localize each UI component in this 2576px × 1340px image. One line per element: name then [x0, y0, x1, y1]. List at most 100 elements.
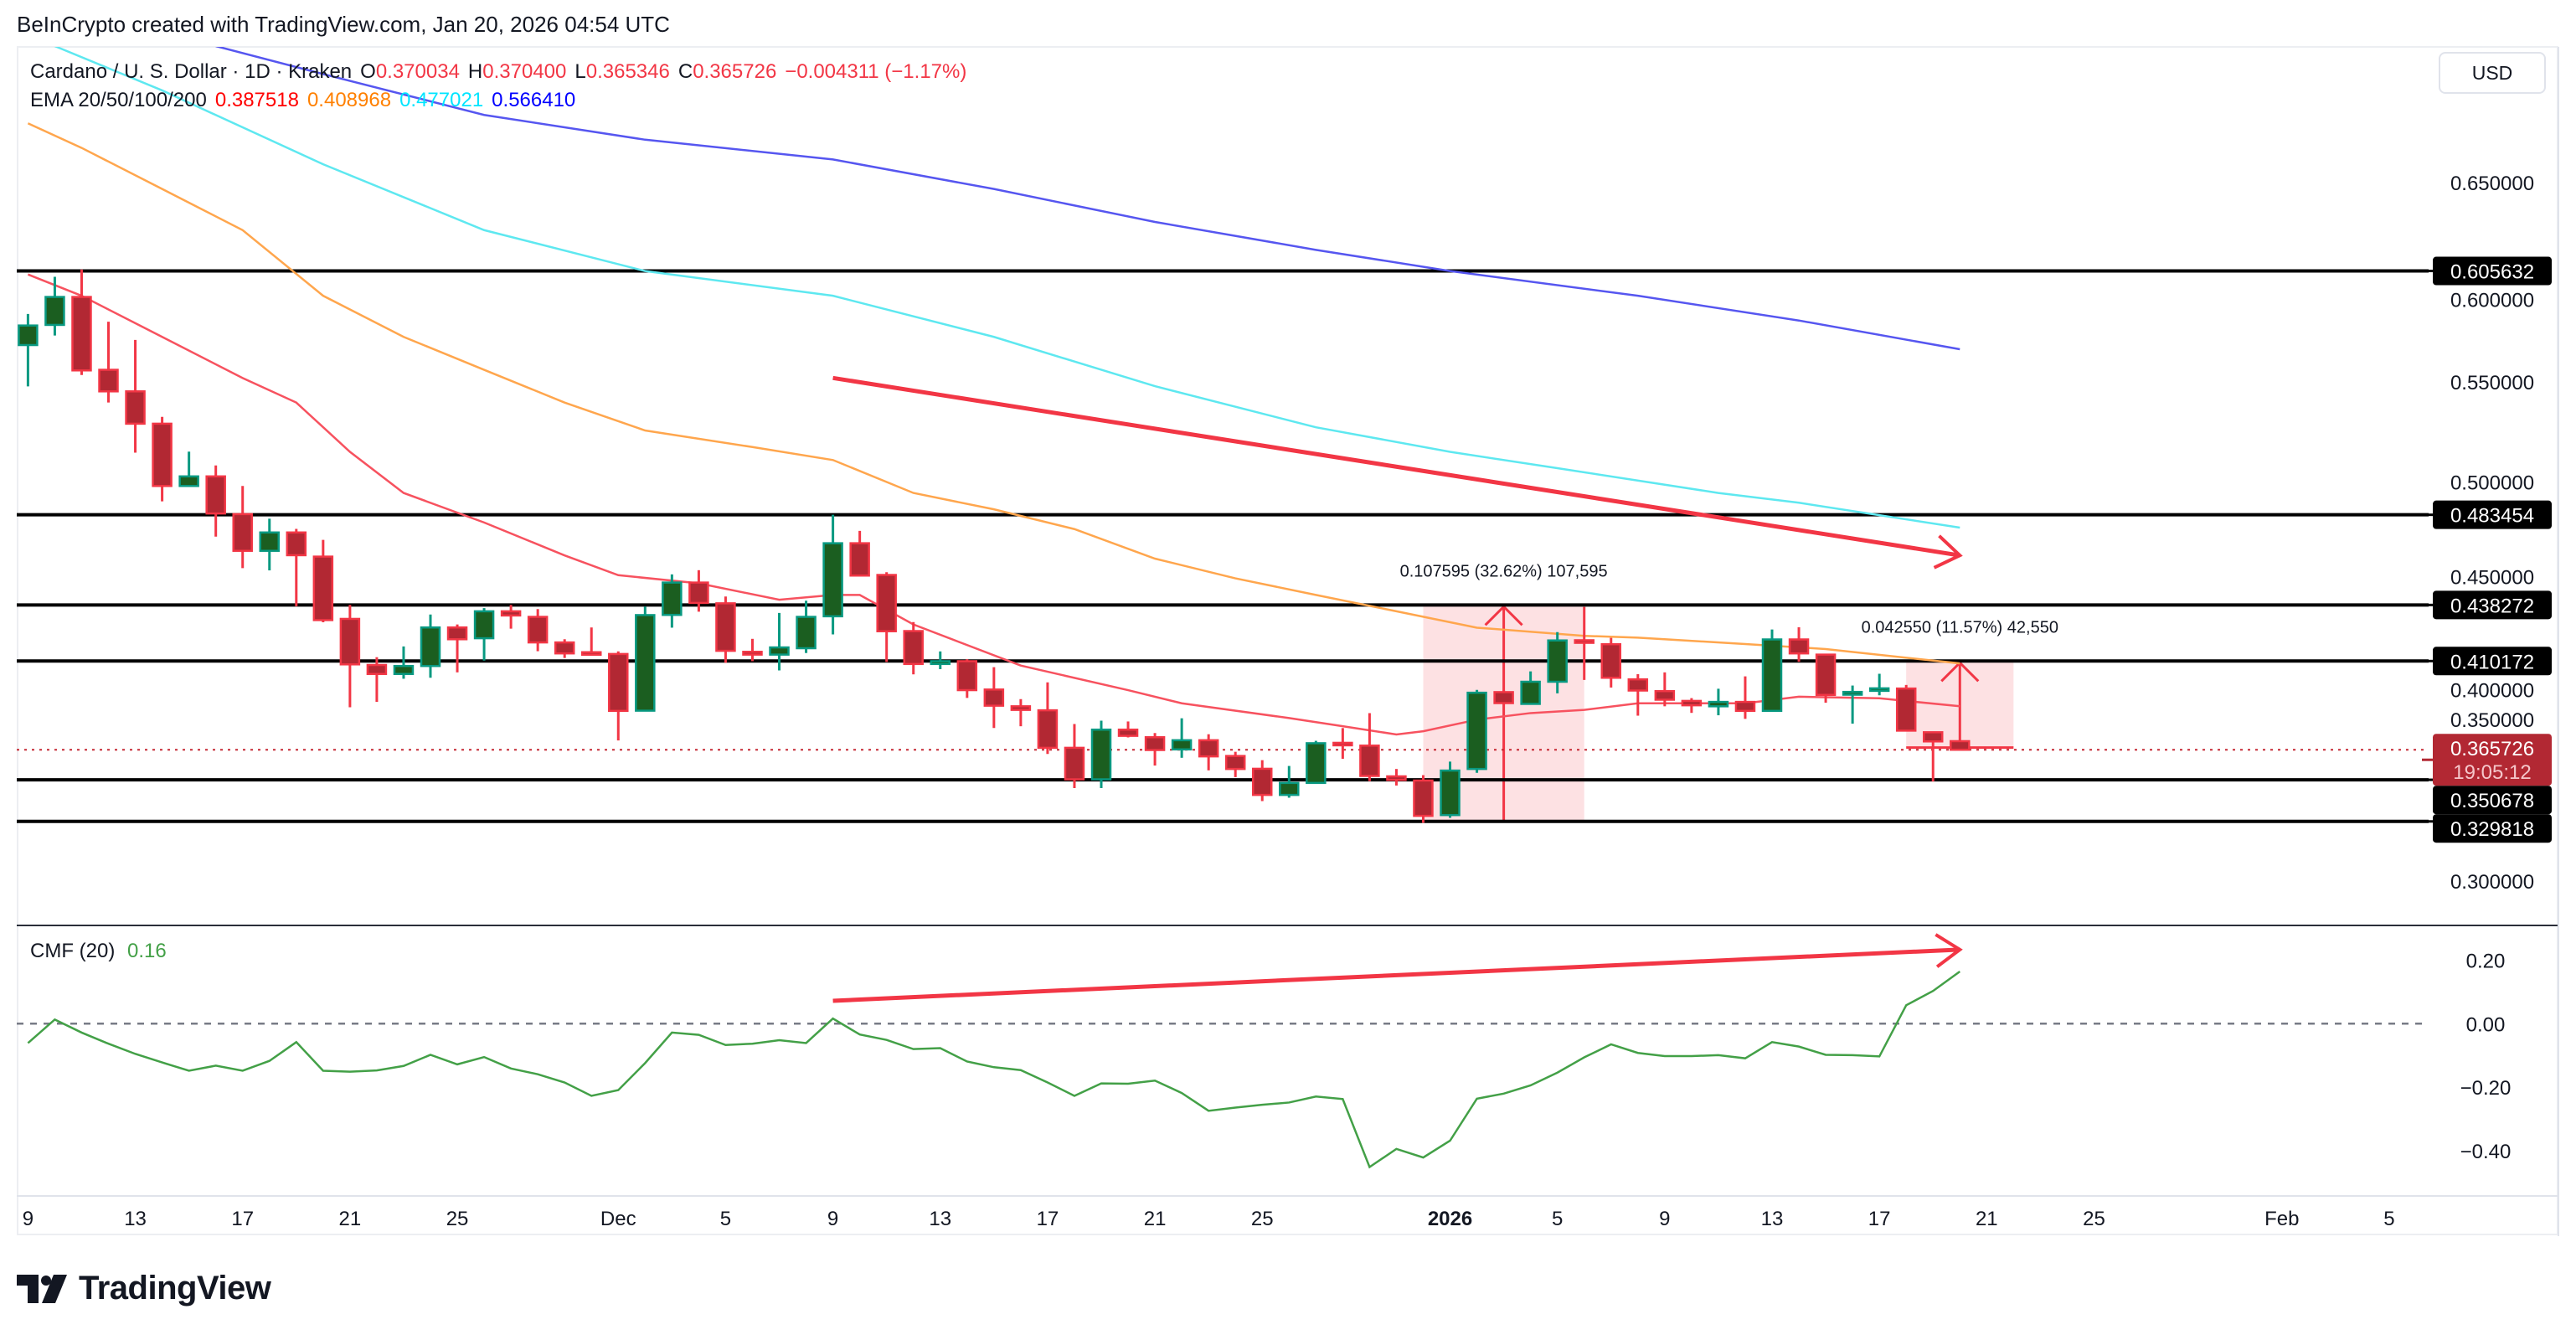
- candle: [98, 322, 119, 403]
- candle-body: [1144, 736, 1166, 751]
- tradingview-logo[interactable]: TradingView: [17, 1270, 271, 1307]
- candle: [1895, 684, 1917, 732]
- candle-body: [1574, 639, 1595, 644]
- candle: [1224, 751, 1246, 777]
- time-axis-tick: 9: [1659, 1208, 1670, 1230]
- candle-body: [125, 390, 146, 425]
- time-axis-tick: 17: [1037, 1208, 1059, 1230]
- candle-body: [500, 610, 522, 617]
- candle: [1466, 689, 1487, 773]
- cmf-legend[interactable]: CMF (20) 0.16: [30, 940, 167, 963]
- candle-body: [1493, 691, 1514, 704]
- candle: [1493, 690, 1514, 704]
- tradingview-logo-icon: [17, 1274, 67, 1303]
- candle-body: [1359, 745, 1380, 777]
- cmf-axis-tick: 0.00: [2466, 1013, 2506, 1036]
- candle-body: [1547, 639, 1568, 683]
- level-price-label-text: 0.483454: [2450, 505, 2534, 528]
- candle-body: [1198, 739, 1219, 758]
- ema-label: EMA 20/50/100/200: [30, 89, 207, 111]
- candle: [1654, 672, 1676, 707]
- candle: [822, 514, 843, 635]
- time-axis-tick: 2026: [1428, 1208, 1472, 1230]
- level-price-label: [2433, 256, 2552, 286]
- candle-body: [232, 513, 253, 552]
- candle: [393, 646, 415, 679]
- low-value: 0.365346: [585, 60, 670, 83]
- candle-body: [1734, 700, 1756, 713]
- level-price-label: [2433, 500, 2552, 529]
- candle-body: [796, 616, 817, 650]
- candle-body: [1251, 767, 1273, 796]
- candle-body: [446, 626, 468, 641]
- candle: [876, 572, 897, 662]
- candle: [1681, 698, 1703, 714]
- cmf-axis-tick: −0.20: [2460, 1077, 2512, 1100]
- cmf-axis-tick: 0.20: [2466, 950, 2506, 972]
- currency-button[interactable]: USD: [2439, 52, 2546, 94]
- candle: [608, 651, 629, 741]
- candle-body: [1279, 781, 1300, 796]
- candle: [420, 614, 441, 678]
- candle: [125, 339, 146, 453]
- candle: [1198, 734, 1219, 770]
- time-axis-tick: 21: [1976, 1208, 1998, 1230]
- candle: [1627, 673, 1649, 716]
- candle: [286, 528, 307, 606]
- level-price-label-text: 0.350678: [2450, 790, 2534, 812]
- price-axis-tick: 0.550000: [2450, 372, 2534, 394]
- time-axis-tick: 17: [1868, 1208, 1891, 1230]
- candle: [1842, 685, 1863, 724]
- candle: [1440, 761, 1461, 818]
- candle: [662, 574, 683, 628]
- level-price-label-text: 0.605632: [2450, 261, 2534, 284]
- ema-line-ema100: [54, 47, 1960, 529]
- time-axis-tick: 5: [1552, 1208, 1563, 1230]
- candle-body: [312, 555, 334, 621]
- candle: [1761, 629, 1783, 713]
- price-axis-tick: 0.600000: [2450, 290, 2534, 312]
- candle: [1574, 606, 1595, 680]
- candle-body: [956, 660, 978, 692]
- candle: [205, 465, 226, 537]
- tradingview-logo-text: TradingView: [79, 1270, 271, 1306]
- candle-body: [420, 626, 441, 667]
- candle-body: [1037, 709, 1059, 750]
- candle-body: [1708, 700, 1729, 708]
- chart-credit: BeInCrypto created with TradingView.com,…: [17, 12, 670, 37]
- candle-body: [983, 688, 1005, 707]
- price-axis-tick: 0.400000: [2450, 679, 2534, 702]
- candle: [1090, 720, 1112, 789]
- candle-body: [554, 641, 575, 655]
- ema100-value: 0.477021: [399, 89, 484, 111]
- level-price-label-text: 0.329818: [2450, 818, 2534, 841]
- change-value: −0.004311 (−1.17%): [785, 60, 967, 83]
- candle-body: [366, 663, 388, 675]
- cmf-value: 0.16: [127, 940, 167, 962]
- candle-body: [930, 660, 951, 666]
- candle-body: [1761, 638, 1783, 713]
- candle-body: [473, 610, 495, 640]
- candle-body: [903, 630, 924, 666]
- candle: [930, 651, 951, 670]
- candle-body: [1868, 687, 1890, 693]
- price-axis-tick: 0.650000: [2450, 173, 2534, 195]
- candle-body: [1332, 741, 1353, 747]
- low-label: L: [574, 60, 586, 83]
- candle: [1064, 724, 1085, 789]
- candle-body: [1090, 728, 1112, 781]
- candle: [500, 605, 522, 629]
- candle-body: [1440, 769, 1461, 817]
- time-axis-tick: 25: [1251, 1208, 1274, 1230]
- ema50-value: 0.408968: [307, 89, 392, 111]
- candle: [1413, 775, 1434, 823]
- ema-legend[interactable]: EMA 20/50/100/200 0.387518 0.408968 0.47702…: [30, 89, 584, 112]
- candle: [527, 609, 549, 652]
- candle: [1171, 718, 1193, 758]
- ema-line-ema50: [27, 122, 1960, 665]
- candle: [715, 596, 736, 663]
- cmf-pane: [17, 933, 2429, 1169]
- time-axis-tick: Feb: [2264, 1208, 2299, 1230]
- symbol-legend[interactable]: Cardano / U. S. Dollar · 1D · Kraken O0.3…: [30, 60, 975, 84]
